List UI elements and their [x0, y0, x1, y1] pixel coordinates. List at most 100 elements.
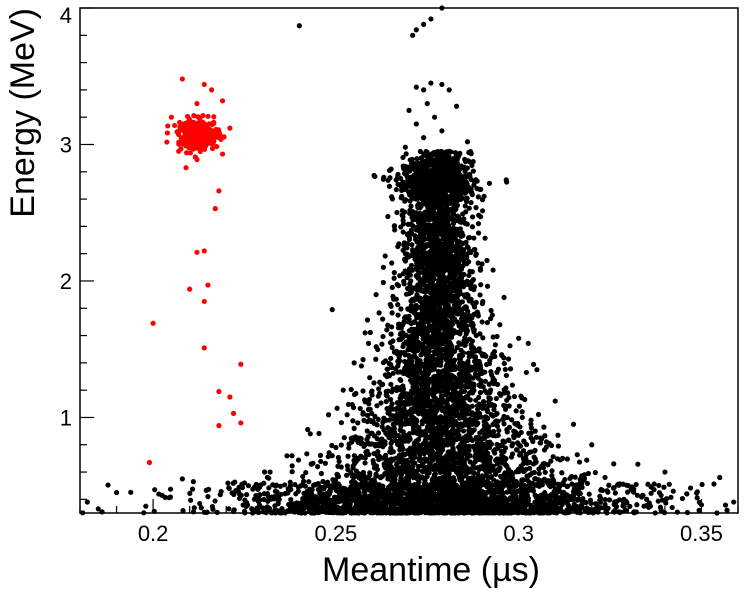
data-point: [454, 329, 461, 336]
data-point: [592, 469, 598, 476]
data-point: [441, 399, 447, 405]
data-point: [408, 278, 414, 284]
data-point: [374, 422, 380, 428]
data-point: [473, 205, 479, 211]
data-point: [447, 450, 453, 456]
data-point: [466, 158, 472, 165]
data-point: [244, 492, 250, 498]
data-point: [379, 424, 385, 430]
data-point: [541, 460, 548, 467]
data-point: [317, 452, 324, 458]
data-point: [399, 414, 405, 420]
data-point: [465, 350, 472, 356]
data-point: [362, 460, 368, 466]
data-point: [366, 396, 372, 403]
data-point: [496, 427, 502, 434]
data-point: [466, 272, 472, 279]
data-point: [477, 267, 484, 273]
data-point: [482, 414, 489, 420]
data-point: [511, 393, 518, 400]
data-point: [360, 469, 366, 476]
data-point: [522, 396, 528, 403]
data-point: [504, 397, 510, 403]
data-point: [528, 430, 534, 436]
data-point: [344, 412, 350, 418]
data-point: [336, 458, 342, 465]
data-point: [462, 419, 468, 425]
data-point: [318, 458, 324, 465]
plot-background: [80, 8, 738, 513]
data-point: [437, 252, 443, 258]
data-point: [432, 464, 439, 471]
data-point: [458, 421, 464, 427]
data-point: [443, 355, 450, 362]
data-point: [422, 375, 428, 381]
data-point: [385, 213, 391, 220]
data-point: [391, 275, 397, 281]
data-point: [444, 436, 451, 442]
data-point: [503, 473, 509, 479]
data-point: [395, 302, 401, 308]
data-point: [480, 335, 486, 341]
data-point: [421, 218, 427, 224]
data-point: [460, 428, 467, 434]
data-point: [383, 417, 389, 423]
data-point: [428, 248, 434, 255]
data-point: [434, 351, 440, 357]
data-point: [364, 418, 370, 425]
data-point: [427, 240, 434, 246]
data-point: [322, 460, 328, 466]
data-point: [457, 341, 464, 347]
data-point: [461, 463, 468, 469]
data-point: [528, 421, 534, 427]
data-point: [558, 508, 564, 514]
data-point: [423, 243, 430, 249]
data-point: [451, 254, 457, 260]
data-point: [345, 453, 351, 459]
data-point: [436, 304, 442, 310]
data-point: [481, 418, 488, 424]
data-point: [334, 405, 340, 411]
data-point: [494, 333, 500, 340]
data-point: [418, 352, 424, 358]
data-point: [422, 346, 428, 352]
data-point: [359, 440, 365, 446]
data-point: [406, 234, 412, 240]
data-point: [388, 440, 394, 447]
data-point: [387, 396, 394, 403]
data-point: [261, 469, 268, 475]
data-point: [405, 269, 411, 275]
data-point: [384, 366, 391, 372]
data-point: [352, 460, 358, 467]
data-point: [364, 428, 370, 434]
data-point: [484, 257, 490, 264]
data-point: [397, 377, 403, 383]
data-point: [531, 454, 537, 460]
data-point: [475, 230, 482, 236]
data-point: [450, 287, 457, 293]
data-point: [549, 468, 555, 474]
data-point: [439, 308, 445, 314]
data-point: [679, 495, 686, 502]
data-point: [489, 464, 496, 471]
data-point: [466, 390, 473, 396]
data-point: [403, 151, 409, 157]
data-point: [422, 456, 428, 462]
data-point: [416, 275, 422, 281]
data-point: [376, 310, 382, 316]
data-point: [407, 394, 413, 401]
data-point: [635, 461, 641, 467]
data-point: [509, 417, 515, 423]
data-point: [426, 265, 432, 271]
data-point: [511, 434, 517, 441]
data-point: [454, 392, 460, 398]
data-point: [467, 459, 473, 465]
data-point: [633, 482, 639, 488]
data-point: [410, 409, 416, 415]
data-point: [424, 295, 430, 301]
data-point: [448, 382, 454, 388]
data-point: [462, 203, 468, 209]
data-point: [356, 471, 362, 477]
data-point: [418, 211, 424, 217]
data-point: [422, 278, 428, 285]
